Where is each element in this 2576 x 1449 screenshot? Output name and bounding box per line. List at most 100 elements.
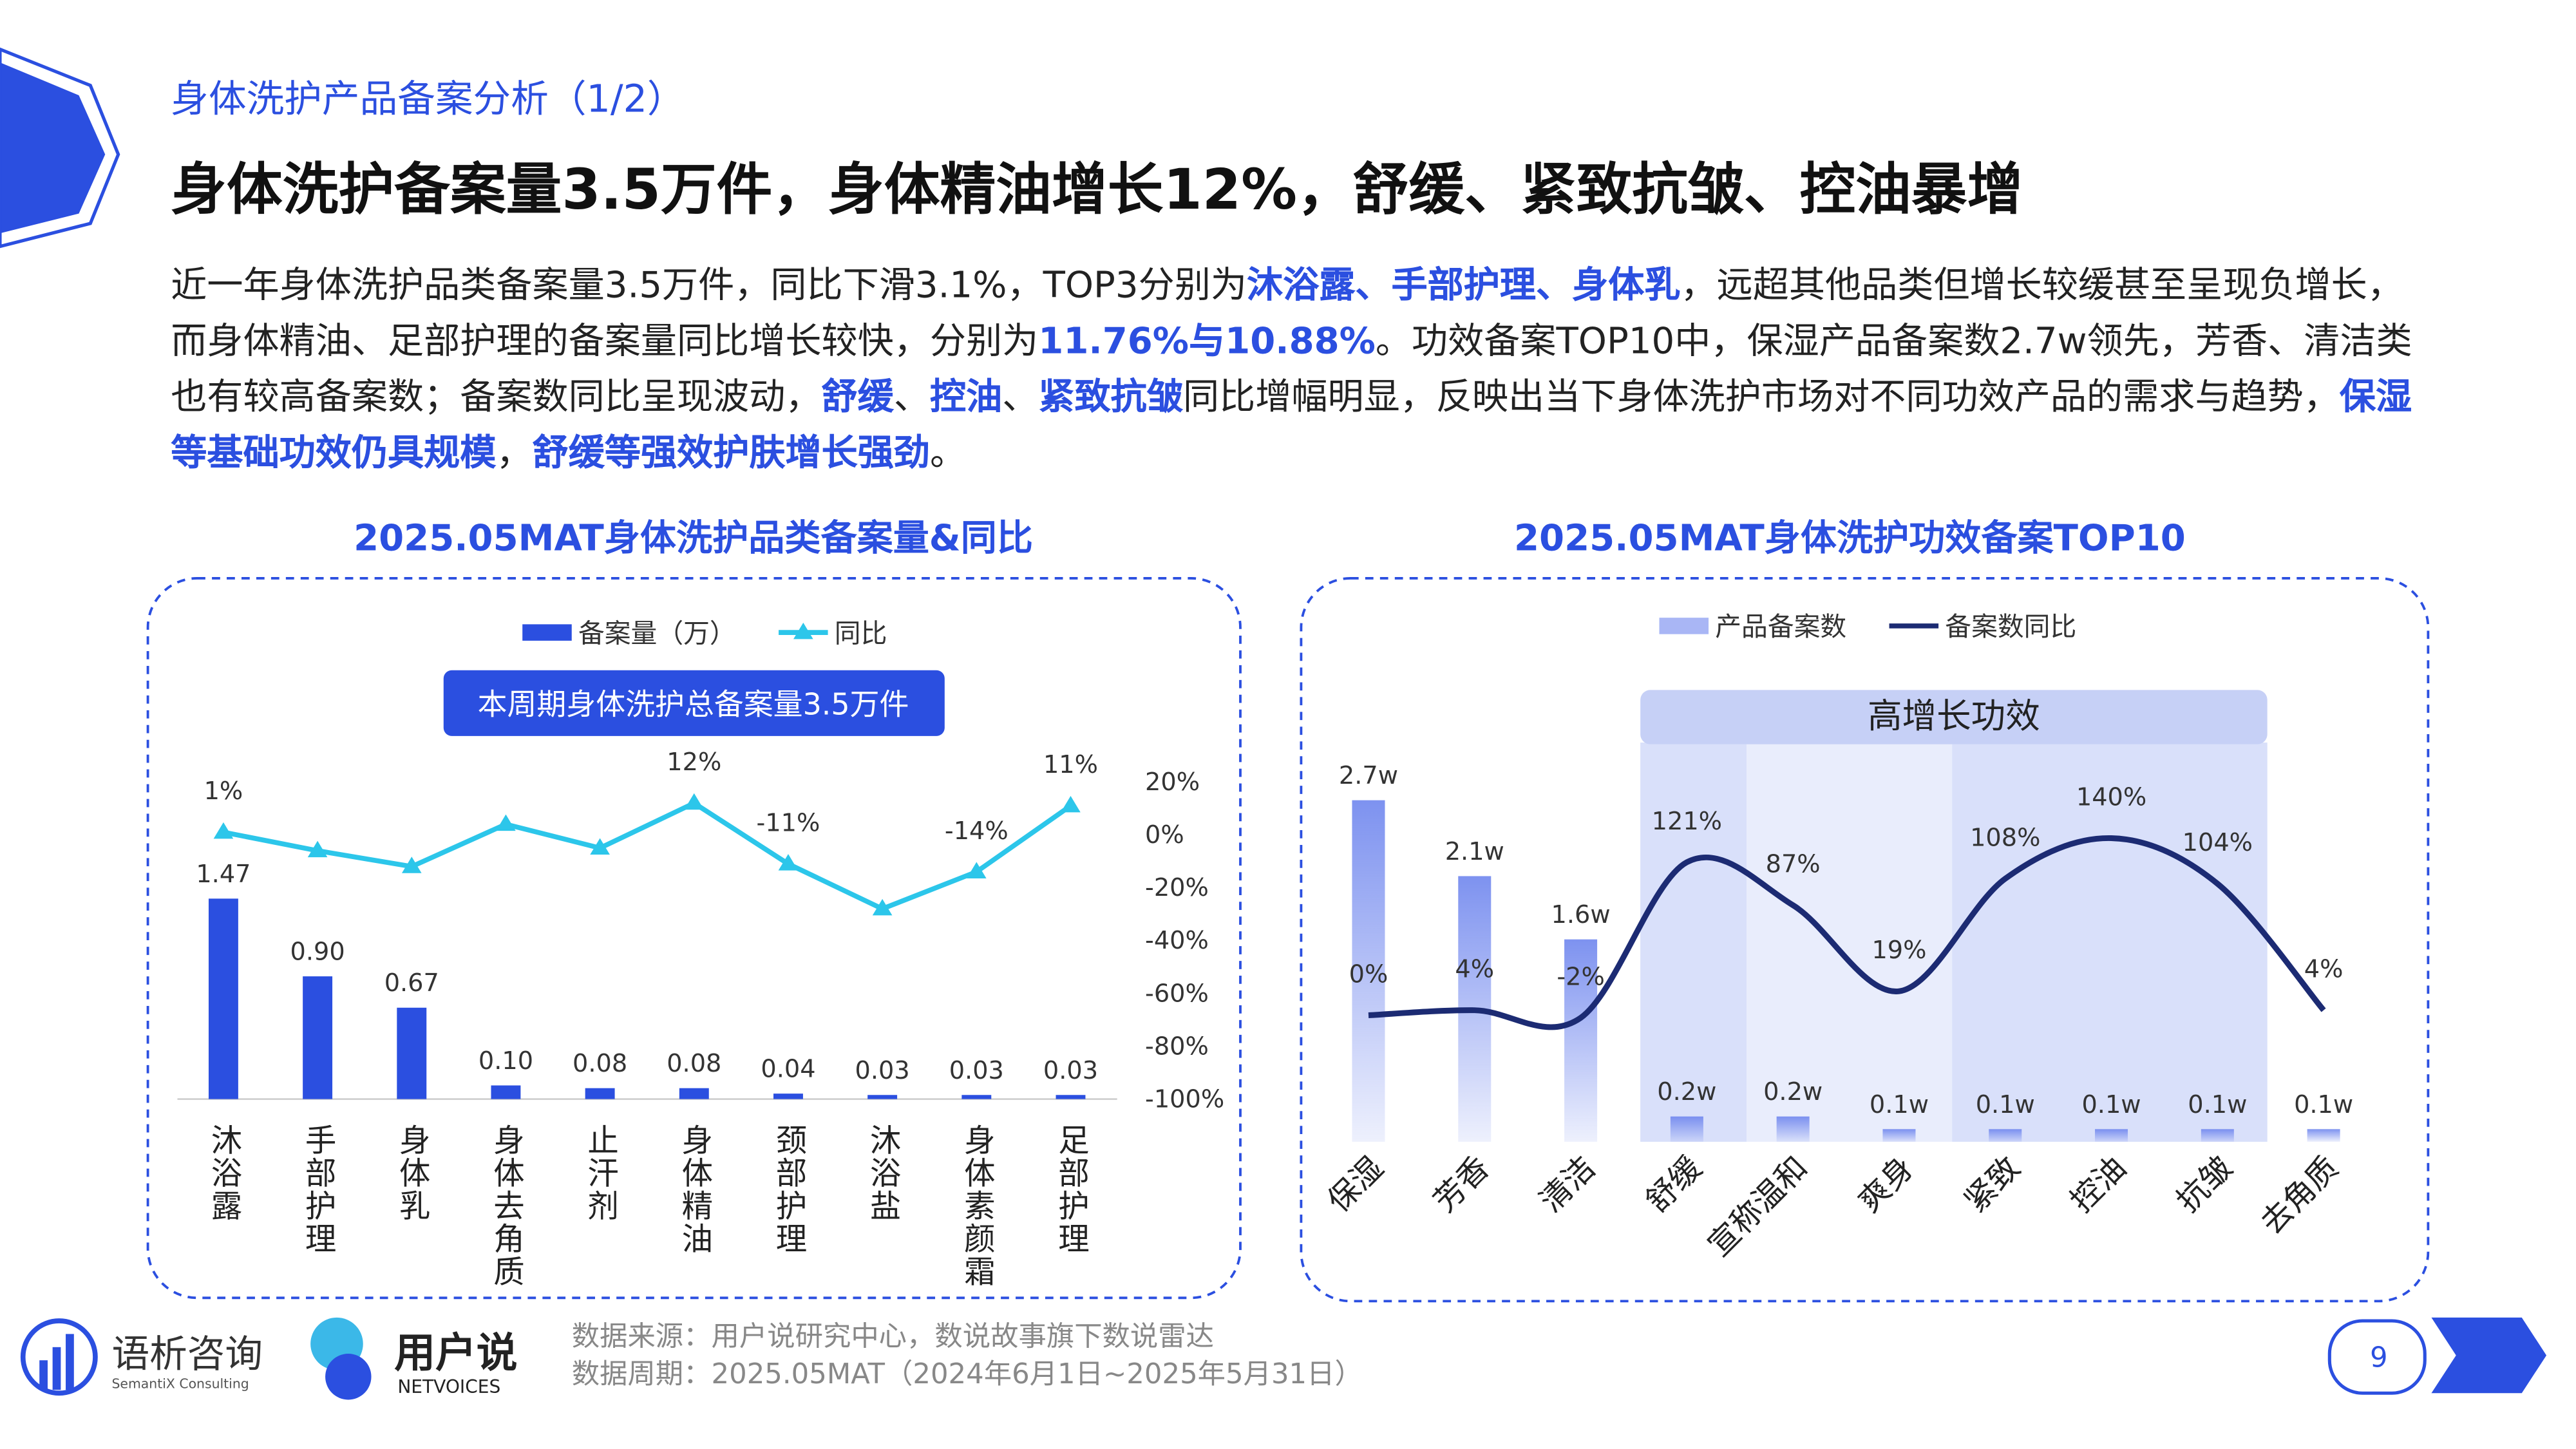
logo: 用户说 NETVOICES (310, 1317, 518, 1400)
bar (1882, 1129, 1916, 1142)
x-tick-label: 身体素颜霜 (958, 1124, 994, 1288)
line-value-label: 0% (1349, 960, 1388, 989)
y2-tick-label: -100% (1145, 1084, 1224, 1113)
chart-panel (146, 577, 1242, 1300)
legend-swatch (522, 624, 572, 641)
annotation: 本周期身体洗护总备案量3.5万件 (478, 687, 909, 722)
line-marker (967, 862, 987, 878)
legend-swatch (1659, 618, 1709, 634)
bar-value-label: 0.1w (1870, 1090, 1929, 1119)
bar (585, 1088, 615, 1099)
logo-icon (20, 1318, 98, 1396)
line-marker (684, 793, 705, 810)
next-arrow (2431, 1317, 2547, 1394)
chart-title: 2025.05MAT身体洗护品类备案量&同比 (354, 518, 1033, 560)
line (223, 800, 1072, 912)
legend-label: 备案数同比 (1945, 611, 2076, 642)
annotation-box (1640, 690, 2268, 744)
bar-value-label: 2.7w (1339, 761, 1398, 790)
line-value-label: 87% (1766, 850, 1821, 879)
line-marker (307, 840, 328, 858)
body-text: 。功效备案TOP10中，保湿产品备案数2.7w领先，芳香、清洁类也有较高备案数；… (171, 321, 2412, 419)
bar (1670, 1116, 1703, 1142)
body-text: 。 (929, 433, 967, 475)
x-tick-label: 身体乳 (393, 1124, 430, 1222)
bar-value-label: 2.1w (1445, 837, 1504, 866)
summary-paragraph: 近一年身体洗护品类备案量3.5万件，同比下滑3.1%，TOP3分别为沐浴露、手部… (171, 260, 2421, 483)
highlight-region (1640, 743, 1747, 1142)
x-tick-label: 清洁 (1533, 1150, 1602, 1219)
y2-tick-label: -20% (1145, 873, 1209, 902)
legend-label: 备案量（万） (578, 618, 736, 649)
x-tick-label: 身体精油 (676, 1124, 712, 1255)
legend-label: 产品备案数 (1715, 611, 1846, 642)
line-marker (1061, 795, 1081, 813)
bar-value-label: 0.08 (667, 1049, 721, 1078)
y2-tick-label: -80% (1145, 1032, 1209, 1061)
highlight-text: 沐浴露、手部护理、身体乳 (1246, 266, 1681, 308)
bar (2201, 1129, 2234, 1142)
x-tick-label: 沐浴露 (205, 1124, 242, 1222)
logo: 语析咨询 SemantiX Consulting (20, 1318, 263, 1396)
x-tick-label: 控油 (2063, 1150, 2133, 1219)
body-text: ，远超其他品类但增长较缓甚至呈现负增长，而身体精油、足部护理的备案量同比增长较快… (171, 266, 2403, 363)
bar-value-label: 0.08 (573, 1049, 627, 1078)
bar (208, 898, 238, 1099)
chart-panel (1300, 577, 2430, 1303)
bar-value-label: 0.1w (2188, 1090, 2247, 1119)
y2-tick-label: 0% (1145, 820, 1184, 849)
data-period: 数据周期：2025.05MAT（2024年6月1日~2025年5月31日） (572, 1358, 1363, 1390)
bar-value-label: 0.2w (1763, 1077, 1823, 1106)
line-value-label: 140% (2076, 783, 2146, 812)
highlight-region (1952, 743, 2268, 1142)
line-marker (778, 854, 799, 871)
legend-label: 同比 (835, 618, 887, 649)
line-value-label: 104% (2183, 828, 2253, 857)
bar-value-label: 1.6w (1551, 900, 1611, 929)
header-decoration-outline (0, 47, 120, 249)
annotation: 高增长功效 (1868, 696, 2040, 736)
logo-name: 语析咨询 (111, 1332, 263, 1376)
x-tick-label: 宣称温和 (1701, 1150, 1815, 1264)
section-title: 身体洗护产品备案分析（1/2） (171, 77, 685, 120)
line-marker (590, 838, 610, 855)
bar (491, 1085, 521, 1099)
highlight-text: 紧致抗皱 (1038, 377, 1183, 419)
logo-subtitle: NETVOICES (397, 1376, 500, 1397)
slide-title: 身体洗护备案量3.5万件，身体精油增长12%，舒缓、紧致抗皱、控油暴增 (171, 157, 2023, 222)
bar-value-label: 0.2w (1657, 1077, 1716, 1106)
line (1368, 835, 2326, 1030)
bar (961, 1095, 992, 1099)
chart-title: 2025.05MAT身体洗护功效备案TOP10 (1514, 518, 2186, 560)
bar (679, 1088, 709, 1099)
line-value-label: 4% (1455, 955, 1494, 984)
x-tick-label: 手部护理 (299, 1124, 336, 1255)
bar-value-label: 0.67 (384, 969, 439, 998)
legend-swatch (793, 622, 813, 639)
bar (2095, 1129, 2128, 1142)
highlight-text: 舒缓 (821, 377, 894, 419)
x-tick-label: 芳香 (1427, 1150, 1497, 1219)
line-value-label: -11% (757, 808, 820, 837)
bar-value-label: 0.10 (478, 1046, 533, 1075)
line-value-label: 108% (1970, 823, 2040, 852)
body-text: 近一年身体洗护品类备案量3.5万件，同比下滑3.1%，TOP3分别为 (171, 266, 1247, 308)
line-value-label: 121% (1652, 807, 1722, 836)
bar-value-label: 0.03 (855, 1056, 910, 1085)
bar (1989, 1129, 2022, 1142)
bar-value-label: 0.04 (761, 1055, 815, 1084)
body-text: ， (496, 433, 533, 475)
x-tick-label: 紧致 (1958, 1150, 2027, 1219)
x-tick-label: 身体去角质 (488, 1124, 524, 1288)
x-tick-label: 爽身 (1852, 1150, 1921, 1219)
logo-subtitle: SemantiX Consulting (111, 1376, 249, 1392)
y2-tick-label: -40% (1145, 926, 1209, 955)
line-value-label: 4% (2304, 955, 2344, 984)
line-value-label: 12% (667, 748, 721, 777)
data-source: 数据来源：用户说研究中心，数说故事旗下数说雷达 (572, 1320, 1214, 1352)
body-text: 、 (1002, 377, 1039, 419)
logo-name: 用户说 (394, 1329, 517, 1377)
